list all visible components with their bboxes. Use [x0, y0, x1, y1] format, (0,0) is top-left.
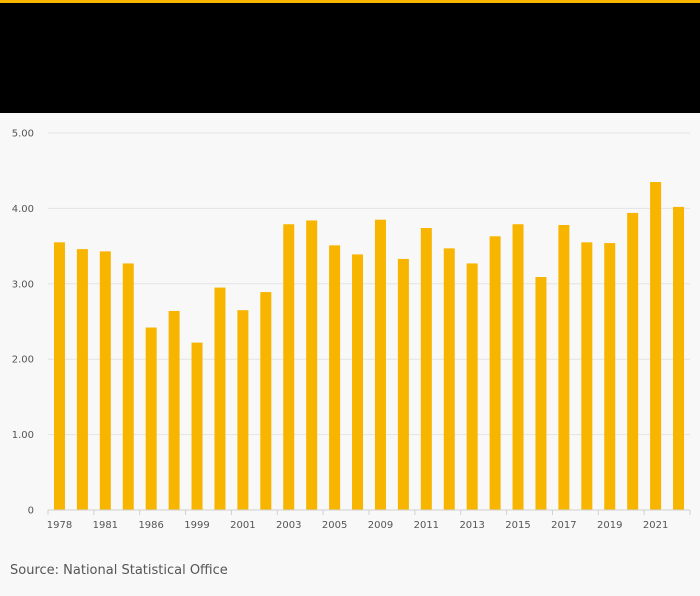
bar — [237, 310, 249, 510]
bar — [650, 182, 662, 510]
bars — [53, 182, 685, 511]
x-tick-label: 1999 — [184, 520, 209, 531]
x-tick-label: 1981 — [93, 520, 118, 531]
bar — [374, 219, 386, 510]
y-tick-label: 2.00 — [12, 355, 34, 366]
bar — [76, 249, 88, 510]
y-tick-label: 1.00 — [12, 430, 34, 441]
bar — [535, 277, 547, 510]
x-tick-label: 2013 — [459, 520, 484, 531]
bar — [214, 287, 226, 510]
bar — [673, 206, 685, 510]
x-tick-label: 2011 — [414, 520, 439, 531]
bar — [122, 263, 134, 510]
bar — [512, 224, 524, 510]
bar — [627, 212, 639, 510]
x-tick-label: 2003 — [276, 520, 301, 531]
y-axis-labels: 0 1.00 2.00 3.00 4.00 5.00 — [12, 129, 34, 517]
chart-area: 0 1.00 2.00 3.00 4.00 5.00 1978 1981 1986 1999 20… — [0, 113, 700, 543]
bar — [604, 243, 616, 511]
bar — [145, 327, 157, 510]
y-tick-label: 4.00 — [12, 204, 34, 215]
x-tick-label: 2001 — [230, 520, 255, 531]
bar-chart: 0 1.00 2.00 3.00 4.00 5.00 1978 1981 1986 1999 20… — [12, 129, 691, 531]
source-note: Source: National Statistical Office — [10, 563, 228, 578]
x-tick-label: 2015 — [505, 520, 530, 531]
x-tick-label: 1978 — [47, 520, 72, 531]
bar — [420, 228, 432, 510]
bar — [168, 310, 180, 510]
bar — [489, 236, 501, 510]
bar — [352, 254, 364, 510]
x-tick-label: 2017 — [551, 520, 576, 531]
bar — [99, 251, 111, 511]
bar — [283, 224, 295, 510]
x-tick-label: 2019 — [597, 520, 622, 531]
bar — [260, 292, 272, 510]
bar — [53, 242, 65, 510]
bar — [581, 242, 593, 510]
bar — [397, 258, 409, 510]
y-tick-label: 0 — [28, 506, 34, 517]
bar — [329, 245, 341, 510]
gridlines — [48, 132, 690, 436]
x-tick-label: 2009 — [368, 520, 393, 531]
x-tick-label: 2021 — [643, 520, 668, 531]
x-tick-label: 1986 — [138, 520, 163, 531]
bar — [558, 224, 570, 510]
y-tick-label: 5.00 — [12, 129, 34, 140]
bar — [191, 342, 203, 510]
x-axis: 1978 1981 1986 1999 2001 2003 2005 2009 2011 2013… — [47, 509, 691, 531]
bar — [443, 248, 455, 510]
bar — [306, 220, 318, 510]
x-tick-label: 2005 — [322, 520, 347, 531]
bar — [466, 263, 478, 510]
y-tick-label: 3.00 — [12, 279, 34, 290]
header-banner — [0, 0, 700, 113]
